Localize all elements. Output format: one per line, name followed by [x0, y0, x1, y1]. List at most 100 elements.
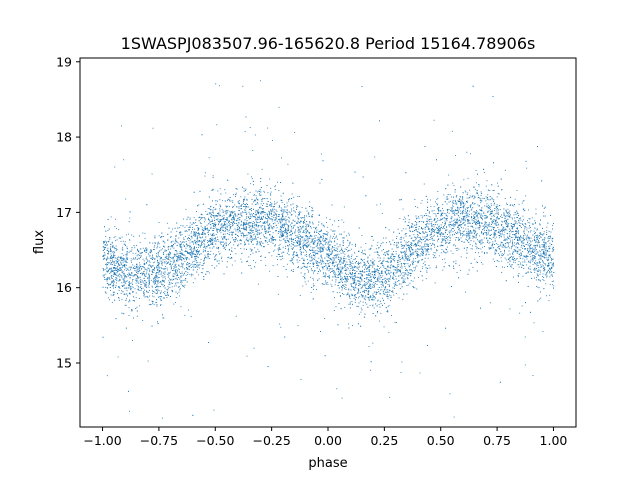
- data-point: [546, 232, 548, 233]
- data-point: [413, 245, 415, 247]
- data-point: [240, 220, 242, 222]
- data-point: [493, 204, 495, 206]
- data-point: [338, 274, 339, 276]
- data-point: [129, 277, 131, 279]
- data-point: [303, 258, 305, 260]
- data-point: [465, 191, 467, 193]
- data-point: [361, 235, 363, 236]
- data-point: [307, 226, 309, 227]
- data-point: [268, 239, 270, 241]
- data-point: [503, 236, 505, 238]
- data-point: [316, 239, 318, 241]
- data-point: [367, 267, 368, 269]
- data-point: [280, 227, 282, 229]
- data-point: [122, 271, 124, 273]
- data-point: [412, 280, 414, 282]
- data-point: [181, 262, 183, 264]
- data-point: [476, 182, 477, 184]
- data-point: [328, 255, 330, 257]
- data-point: [129, 293, 131, 295]
- data-point: [347, 268, 349, 270]
- data-point: [261, 168, 263, 170]
- data-point: [500, 243, 502, 245]
- data-point: [248, 224, 250, 226]
- data-point: [460, 225, 462, 227]
- data-point: [115, 218, 116, 220]
- data-point: [124, 269, 126, 271]
- data-point: [176, 240, 178, 242]
- data-point: [265, 203, 267, 205]
- data-point: [422, 279, 424, 281]
- data-point: [107, 277, 108, 279]
- data-point: [287, 252, 288, 254]
- data-point: [128, 251, 130, 253]
- data-point: [226, 210, 228, 212]
- data-point: [407, 272, 409, 273]
- data-point: [411, 225, 413, 227]
- data-point: [168, 280, 170, 282]
- data-point: [217, 247, 218, 249]
- data-point: [529, 261, 531, 263]
- data-point: [271, 236, 273, 238]
- data-point: [302, 266, 304, 268]
- data-point: [430, 234, 431, 236]
- data-point: [482, 246, 484, 248]
- data-point: [333, 257, 335, 259]
- data-point: [434, 231, 436, 233]
- data-point: [344, 248, 346, 250]
- data-point: [376, 281, 378, 282]
- data-point: [453, 416, 455, 418]
- data-point: [137, 266, 139, 268]
- data-point: [254, 233, 256, 235]
- data-point: [481, 231, 483, 233]
- data-point: [546, 230, 548, 232]
- data-point: [192, 265, 194, 267]
- data-point: [203, 243, 205, 245]
- data-point: [110, 247, 112, 249]
- data-point: [369, 283, 371, 285]
- data-point: [120, 256, 122, 258]
- data-point: [287, 205, 289, 207]
- data-point: [478, 185, 480, 187]
- data-point: [331, 241, 332, 243]
- data-point: [367, 257, 369, 259]
- data-point: [332, 257, 334, 259]
- data-point: [262, 205, 263, 206]
- data-point: [427, 239, 429, 241]
- data-point: [195, 257, 197, 259]
- data-point: [448, 212, 450, 214]
- data-point: [283, 251, 285, 253]
- data-point: [251, 249, 253, 251]
- data-point: [549, 268, 551, 270]
- data-point: [148, 264, 150, 266]
- data-point: [508, 215, 510, 217]
- data-point: [190, 316, 192, 318]
- data-point: [544, 248, 546, 250]
- data-point: [168, 274, 170, 276]
- data-point: [295, 234, 297, 236]
- data-point: [444, 218, 446, 220]
- data-point: [281, 235, 282, 237]
- data-point: [553, 250, 554, 252]
- data-point: [373, 285, 375, 287]
- data-point: [535, 256, 536, 258]
- data-point: [343, 231, 345, 233]
- data-point: [370, 278, 372, 280]
- data-point: [335, 247, 337, 249]
- data-point: [312, 283, 314, 285]
- data-point: [131, 286, 133, 288]
- data-point: [281, 216, 283, 218]
- data-point: [404, 264, 405, 266]
- data-point: [305, 223, 307, 225]
- data-point: [130, 269, 131, 271]
- data-point: [303, 245, 304, 247]
- data-point: [202, 217, 203, 219]
- data-point: [529, 250, 530, 252]
- data-point: [461, 212, 463, 214]
- data-point: [139, 280, 141, 282]
- data-point: [512, 227, 514, 228]
- data-point: [529, 237, 531, 239]
- data-point: [181, 246, 183, 248]
- data-point: [149, 290, 150, 291]
- data-point: [310, 235, 312, 237]
